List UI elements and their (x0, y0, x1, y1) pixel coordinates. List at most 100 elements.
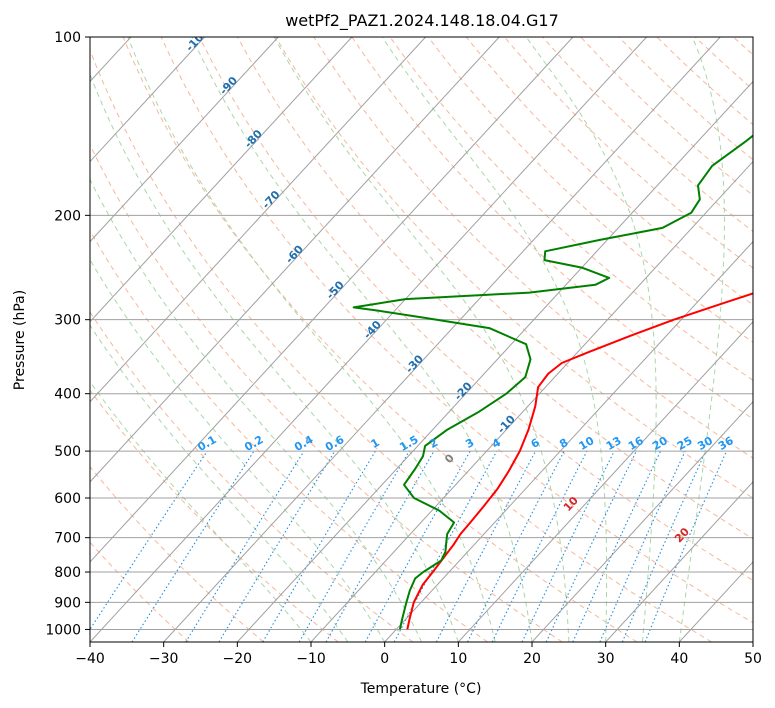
y-tick-label: 600 (54, 491, 81, 507)
mixing-ratio-line (621, 450, 707, 642)
mixing-ratio-line (572, 450, 662, 642)
y-axis-label: Pressure (hPa) (12, 290, 28, 390)
dry-adiabat-line (90, 229, 488, 642)
moist-adiabat-line (273, 37, 570, 642)
moist-adiabat-line (90, 258, 386, 642)
mixing-ratio-line (218, 450, 336, 642)
mixing-ratio-label: 20 (650, 434, 670, 453)
y-tick-label: 100 (54, 30, 81, 46)
x-axis-label: Temperature (°C) (360, 681, 482, 697)
moist-adiabat-line (127, 37, 496, 642)
moist-adiabat-line (90, 324, 349, 642)
dry-adiabat-line (694, 37, 753, 91)
isotherm-line (0, 37, 57, 642)
dry-adiabat-line (542, 37, 753, 233)
moist-adiabat-line (90, 72, 459, 642)
x-tick-label: −10 (296, 651, 326, 667)
mixing-ratio-label: 10 (577, 434, 597, 453)
mixing-ratio-line (131, 450, 255, 642)
mixing-ratio-line (90, 450, 208, 631)
mixing-ratio-label: 2 (427, 436, 440, 451)
x-tick-label: 10 (449, 651, 467, 667)
chart-title: wetPf2_PAZ1.2024.148.18.04.G17 (285, 11, 559, 31)
isotherm-label: -10 (495, 412, 518, 436)
x-tick-label: −40 (75, 651, 105, 667)
isotherm-label: -60 (283, 242, 306, 266)
moist-adiabat-line (381, 37, 608, 642)
isotherm-line (90, 37, 353, 323)
dry-adiabat-line (351, 37, 753, 420)
x-tick-label: 30 (597, 651, 615, 667)
dewpoint-profile-line (352, 134, 753, 630)
dry-adiabat-line (275, 37, 753, 499)
dry-adiabat-line (732, 37, 753, 56)
mixing-ratio-label: 6 (529, 436, 542, 451)
moist-adiabat-line (90, 380, 312, 642)
mixing-ratio-line (599, 450, 686, 642)
isotherm-label: -50 (324, 278, 347, 302)
y-tick-label: 400 (54, 387, 81, 403)
isotherm-line (605, 481, 753, 642)
dry-adiabat-line (90, 465, 264, 642)
mixing-ratio-label: 1 (369, 436, 382, 451)
x-tick-label: 40 (670, 651, 688, 667)
moist-adiabat-line (678, 37, 726, 642)
dry-adiabat-line (313, 37, 753, 459)
x-tick-label: −30 (149, 651, 179, 667)
dry-adiabat-line (465, 37, 753, 306)
dry-adiabat-line (656, 37, 753, 126)
mixing-ratio-line (545, 450, 637, 642)
mixing-ratio-line (491, 450, 588, 642)
dry-adiabat-line (427, 37, 753, 343)
moist-adiabat-line (191, 37, 533, 642)
y-tick-label: 500 (54, 444, 81, 460)
mixing-ratio-label: 16 (626, 434, 646, 453)
isotherm-line (90, 37, 205, 163)
temperature-profile-line (406, 292, 753, 630)
x-tick-label: −20 (223, 651, 253, 667)
x-tick-label: 0 (380, 651, 389, 667)
isotherm-label: -80 (242, 127, 265, 151)
moist-adiabat-line (525, 37, 657, 642)
dry-adiabat-line (389, 37, 753, 381)
isotherm-line (678, 561, 753, 642)
dry-adiabat-line (237, 37, 753, 540)
dry-adiabat-line (90, 143, 563, 642)
isotherm-line (90, 37, 647, 642)
moist-adiabat-line (90, 178, 422, 642)
mixing-ratio-label: 3 (463, 436, 476, 451)
isotherm-line (90, 37, 279, 243)
isotherm-line (457, 320, 753, 642)
isotherm-label: -30 (403, 352, 426, 376)
mixing-ratio-line (521, 450, 615, 642)
mixing-ratio-label: 4 (490, 436, 503, 451)
isotherm-line (90, 37, 574, 563)
x-tick-label: 20 (523, 651, 541, 667)
mixing-ratio-line (467, 450, 565, 642)
mixing-ratio-label: 36 (716, 434, 736, 453)
isotherm-label: -70 (260, 188, 283, 212)
dry-adiabat-line (90, 541, 190, 642)
isotherm-label: -40 (361, 318, 384, 342)
mixing-ratio-line (185, 450, 305, 642)
y-tick-label: 900 (54, 595, 81, 611)
isotherm-line (384, 240, 753, 642)
x-tick-label: 50 (744, 651, 762, 667)
isotherm-label: -100 (183, 25, 212, 54)
plot-frame (89, 36, 754, 643)
mixing-ratio-line (298, 450, 410, 642)
mixing-ratio-label: 8 (557, 436, 570, 451)
dry-adiabat-line (160, 37, 753, 624)
mixing-ratio-line (262, 450, 376, 642)
mixing-ratio-line (325, 450, 435, 642)
y-tick-label: 200 (54, 208, 81, 224)
y-tick-label: 300 (54, 313, 81, 329)
isotherm-line (90, 37, 426, 403)
isotherm-line (752, 641, 753, 642)
dry-adiabat-line (504, 37, 753, 269)
isotherm-line (310, 160, 753, 642)
y-tick-label: 1000 (45, 622, 81, 638)
isotherm-line (90, 37, 500, 483)
dry-adiabat-line (90, 48, 638, 642)
